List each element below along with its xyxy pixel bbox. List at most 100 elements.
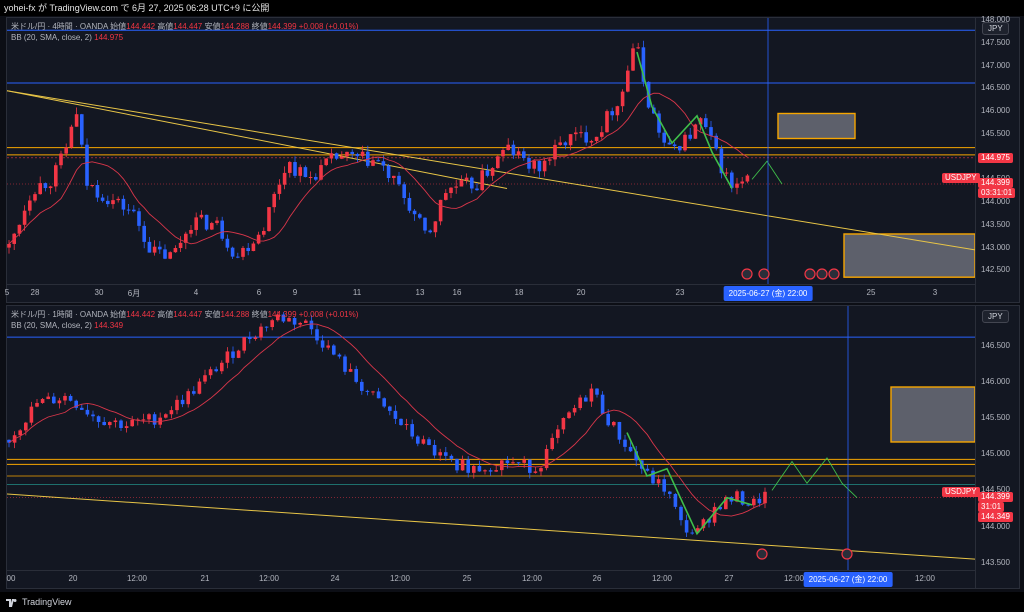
candle-body: [74, 400, 78, 408]
bb-indicator-label[interactable]: BB (20, SMA, close, 2): [11, 33, 92, 42]
time-tick-label: 12:00: [651, 574, 673, 583]
rectangle-zone[interactable]: [843, 233, 975, 278]
candle-body: [270, 320, 274, 328]
projection-path[interactable]: [636, 51, 733, 189]
candle-body: [477, 465, 482, 472]
candle-body: [701, 519, 706, 529]
close-value: 144.399: [267, 22, 297, 31]
candle-body: [568, 134, 573, 146]
bollinger-band-basis[interactable]: [8, 92, 748, 245]
candle-body: [332, 345, 336, 355]
economic-event-icon[interactable]: [828, 268, 840, 280]
candle-body: [740, 181, 744, 184]
time-scale-4h[interactable]: 28 30 6月 4 6 9 11 13 16 18 20 23 25 3 5 2025-06-27 (金) …: [5, 284, 975, 303]
candle-body: [334, 153, 339, 159]
time-tick-label: 18: [514, 288, 524, 297]
time-scale-1h[interactable]: 00 20 12:00 21 12:00 24 12:00 25 12:00 26 12:00 27 1…: [7, 570, 975, 589]
low-label: 安値: [204, 22, 221, 31]
candle-body: [679, 506, 683, 521]
trendline[interactable]: [7, 90, 508, 190]
candle-body: [17, 224, 22, 234]
time-tick-label: 16: [452, 288, 462, 297]
candle-body: [376, 391, 381, 399]
candle-body: [600, 394, 605, 414]
candle-body: [382, 398, 386, 407]
candle-body: [345, 151, 349, 157]
low-label: 安値: [204, 310, 221, 319]
chart-plot-4h[interactable]: [7, 18, 975, 284]
candle-body: [464, 177, 469, 181]
close-label: 終値: [251, 310, 268, 319]
candle-body: [490, 168, 495, 176]
candle-body: [628, 446, 633, 452]
candle-body: [132, 209, 136, 212]
low-value: 144.288: [220, 310, 250, 319]
candle-body: [724, 497, 728, 510]
chart-legend: 米ドル/円 · 4時間 · OANDA 始値144.442 高値144.447 …: [11, 21, 358, 43]
bb-indicator-value: 144.349: [94, 321, 124, 330]
candle-body: [572, 408, 577, 413]
candle-body: [651, 470, 655, 484]
candle-body: [281, 314, 286, 322]
economic-event-icon[interactable]: [741, 268, 753, 280]
candle-body: [641, 47, 646, 82]
candle-body: [119, 420, 123, 429]
candle-body: [589, 388, 594, 402]
economic-event-icon[interactable]: [816, 268, 828, 280]
chart-panel-4h[interactable]: 米ドル/円 · 4時間 · OANDA 始値144.442 高値144.447 …: [5, 15, 1020, 303]
economic-event-icon[interactable]: [804, 268, 816, 280]
candle-body: [267, 207, 271, 231]
candle-body: [203, 375, 207, 382]
projection-path[interactable]: [626, 432, 753, 536]
candle-body: [225, 238, 230, 248]
rectangle-zone[interactable]: [777, 112, 856, 140]
economic-event-icon[interactable]: [758, 268, 770, 280]
candle-body: [615, 106, 620, 116]
candle-body: [298, 167, 302, 176]
chart-plot-1h[interactable]: [7, 306, 975, 570]
trendline[interactable]: [7, 493, 975, 560]
open-label: 始値: [110, 310, 127, 319]
candle-body: [337, 354, 342, 357]
candle-body: [459, 180, 464, 187]
candle-body: [199, 214, 204, 218]
economic-event-icon[interactable]: [756, 548, 768, 560]
candle-body: [544, 449, 549, 469]
time-tick-label: 12:00: [914, 574, 936, 583]
projection-wave[interactable]: [771, 457, 858, 499]
price-scale-1h[interactable]: 146.500 146.000 145.500 145.000 144.500 144.0…: [942, 306, 1020, 588]
candle-body: [231, 351, 235, 358]
chart-canvas-1h[interactable]: 米ドル/円 · 1時間 · OANDA 始値144.442 高値144.447 …: [7, 306, 975, 570]
rectangle-zone[interactable]: [890, 386, 975, 443]
price-tick-label: 143.000: [981, 242, 1010, 252]
currency-button[interactable]: JPY: [982, 310, 1009, 323]
candle-body: [532, 160, 536, 169]
price-scale-4h[interactable]: 148.000 147.500 147.000 146.500 146.000 145.5…: [942, 15, 1020, 302]
candle-body: [678, 146, 682, 151]
time-tick-label: 12:00: [521, 574, 543, 583]
candle-body: [54, 165, 58, 187]
candle-body: [304, 320, 308, 323]
candle-body: [48, 186, 53, 189]
candle-body: [242, 337, 246, 351]
currency-button[interactable]: JPY: [982, 22, 1009, 35]
candle-body: [688, 134, 692, 139]
bollinger-band-basis[interactable]: [8, 323, 766, 517]
candle-body: [516, 151, 521, 156]
bb-indicator-label[interactable]: BB (20, SMA, close, 2): [11, 321, 92, 330]
candle-body: [578, 397, 582, 409]
candle-body: [410, 424, 414, 437]
candle-body: [724, 172, 729, 174]
footer-brand: TradingView: [22, 597, 72, 607]
candle-body: [428, 230, 432, 233]
chart-canvas-4h[interactable]: 米ドル/円 · 4時間 · OANDA 始値144.442 高値144.447 …: [7, 18, 975, 284]
candle-body: [64, 147, 68, 154]
candle-body: [192, 391, 196, 394]
chart-panel-1h[interactable]: 米ドル/円 · 1時間 · OANDA 始値144.442 高値144.447 …: [6, 305, 1020, 589]
candle-body: [194, 217, 198, 230]
economic-event-icon[interactable]: [841, 548, 853, 560]
candle-body: [567, 412, 571, 419]
candle-body: [106, 200, 110, 205]
projection-wave[interactable]: [751, 160, 783, 185]
high-value: 144.447: [173, 310, 203, 319]
